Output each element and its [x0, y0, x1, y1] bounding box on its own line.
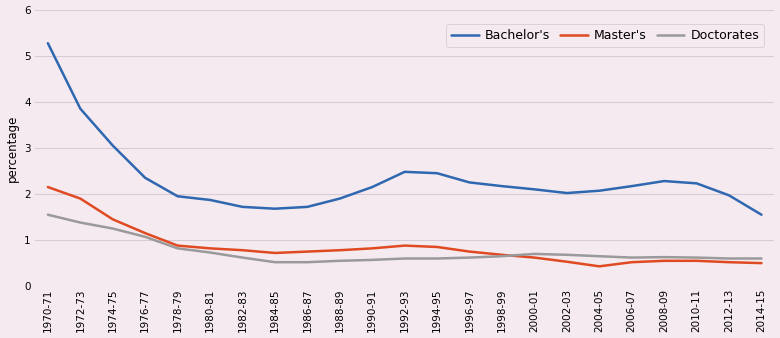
Master's — [43, 185, 52, 189]
Doctorates — [432, 257, 441, 261]
Master's — [367, 246, 377, 250]
Doctorates — [757, 257, 766, 261]
Doctorates — [43, 213, 52, 217]
Bachelor's — [43, 41, 52, 45]
Doctorates — [173, 246, 183, 250]
Bachelor's — [400, 170, 410, 174]
Bachelor's — [303, 205, 312, 209]
Doctorates — [335, 259, 345, 263]
Master's — [757, 261, 766, 265]
Bachelor's — [530, 187, 539, 191]
Master's — [562, 260, 572, 264]
Bachelor's — [692, 181, 701, 185]
Bachelor's — [270, 207, 279, 211]
Master's — [238, 248, 247, 252]
Master's — [659, 259, 668, 263]
Doctorates — [108, 226, 118, 231]
Doctorates — [562, 253, 572, 257]
Doctorates — [303, 260, 312, 264]
Doctorates — [594, 254, 604, 258]
Doctorates — [659, 255, 668, 259]
Doctorates — [140, 235, 150, 239]
Doctorates — [400, 257, 410, 261]
Bachelor's — [108, 144, 118, 148]
Master's — [205, 246, 215, 250]
Doctorates — [76, 220, 85, 224]
Doctorates — [270, 260, 279, 264]
Doctorates — [367, 258, 377, 262]
Doctorates — [238, 256, 247, 260]
Master's — [594, 264, 604, 268]
Doctorates — [465, 256, 474, 260]
Master's — [140, 231, 150, 235]
Master's — [108, 217, 118, 221]
Bachelor's — [594, 189, 604, 193]
Doctorates — [692, 256, 701, 260]
Bachelor's — [498, 184, 507, 188]
Master's — [627, 260, 636, 264]
Doctorates — [498, 254, 507, 258]
Master's — [465, 249, 474, 254]
Bachelor's — [659, 179, 668, 183]
Doctorates — [725, 257, 734, 261]
Line: Doctorates: Doctorates — [48, 215, 761, 262]
Master's — [270, 251, 279, 255]
Y-axis label: percentage: percentage — [5, 114, 19, 182]
Bachelor's — [205, 198, 215, 202]
Bachelor's — [627, 184, 636, 188]
Bachelor's — [76, 107, 85, 111]
Bachelor's — [562, 191, 572, 195]
Bachelor's — [140, 176, 150, 180]
Bachelor's — [335, 196, 345, 200]
Bachelor's — [432, 171, 441, 175]
Legend: Bachelor's, Master's, Doctorates: Bachelor's, Master's, Doctorates — [446, 24, 764, 47]
Master's — [530, 256, 539, 260]
Line: Bachelor's: Bachelor's — [48, 43, 761, 215]
Bachelor's — [725, 193, 734, 197]
Master's — [498, 253, 507, 257]
Master's — [76, 196, 85, 200]
Master's — [692, 259, 701, 263]
Bachelor's — [465, 180, 474, 185]
Bachelor's — [367, 185, 377, 189]
Doctorates — [530, 252, 539, 256]
Bachelor's — [757, 213, 766, 217]
Master's — [432, 245, 441, 249]
Doctorates — [627, 256, 636, 260]
Master's — [725, 260, 734, 264]
Bachelor's — [238, 205, 247, 209]
Master's — [400, 244, 410, 248]
Master's — [335, 248, 345, 252]
Line: Master's: Master's — [48, 187, 761, 266]
Bachelor's — [173, 194, 183, 198]
Master's — [303, 249, 312, 254]
Doctorates — [205, 250, 215, 255]
Master's — [173, 244, 183, 248]
